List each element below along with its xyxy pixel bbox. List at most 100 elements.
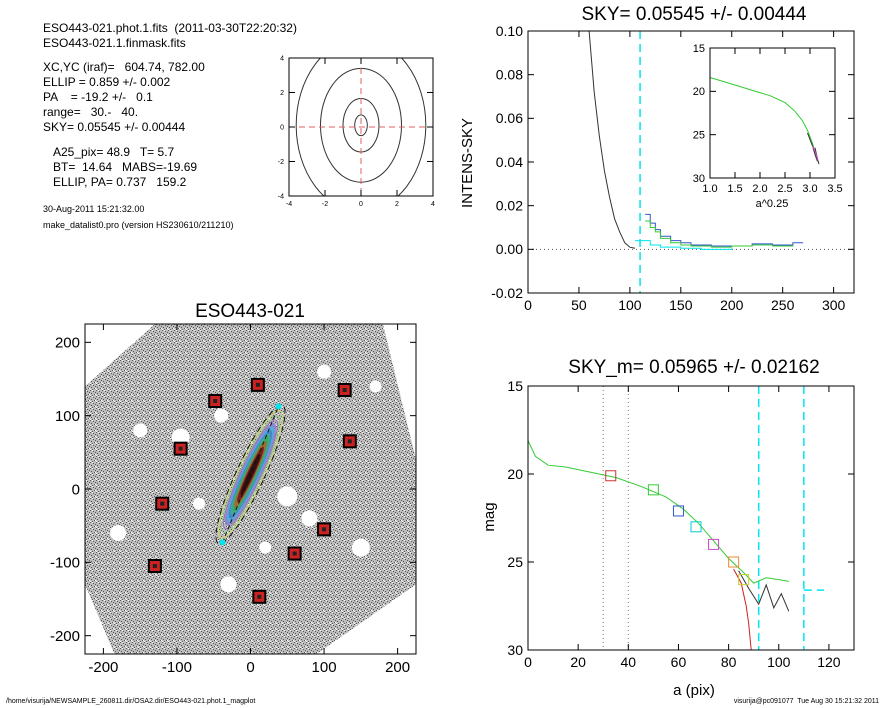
galaxy-xtick-label: -200 bbox=[88, 659, 118, 676]
inset-xtick-label: 1.5 bbox=[727, 183, 742, 195]
profile-xtick-label: 200 bbox=[720, 297, 744, 313]
galaxy-ticks: -200 -100 0 100 200 -200 -100 0 100 200 bbox=[50, 324, 416, 676]
mag-xtick-label: 60 bbox=[671, 654, 687, 670]
contour-line bbox=[320, 67, 402, 183]
axis-end-marker bbox=[219, 539, 226, 546]
contour-lines bbox=[295, 58, 427, 196]
masked-hole bbox=[259, 541, 272, 554]
galaxy-ytick-label: 200 bbox=[55, 335, 80, 352]
contour-line bbox=[295, 58, 427, 196]
galaxy-ytick-label: -100 bbox=[50, 555, 80, 572]
profile-xtick-label: 50 bbox=[571, 297, 587, 313]
profile-xtick-label: 150 bbox=[669, 297, 693, 313]
contour-plot: -4 -2 0 2 4 -4 -2 0 2 4 bbox=[278, 55, 435, 208]
footer-user: visurija@pc091077 Tue Aug 30 15:21:32 20… bbox=[733, 698, 879, 705]
bt-value: BT= 14.64 MABS=-19.69 bbox=[53, 160, 198, 174]
profile-curve bbox=[588, 30, 636, 249]
profile-title: SKY= 0.05545 +/- 0.00444 bbox=[581, 4, 806, 25]
galaxy-xtick-label: 0 bbox=[246, 659, 254, 676]
mag-curve-black bbox=[738, 570, 790, 612]
star-core bbox=[322, 527, 327, 532]
galaxy-xtick-label: 100 bbox=[312, 659, 337, 676]
inset-ticks: 1.0 1.5 2.0 2.5 3.0 3.5 15 20 25 30 bbox=[693, 43, 843, 195]
axis-end-marker bbox=[275, 403, 282, 410]
contour-ellipses bbox=[295, 58, 427, 196]
contour-xtick-label: -4 bbox=[286, 201, 292, 208]
galaxy-field bbox=[85, 324, 416, 654]
masked-hole bbox=[214, 408, 229, 423]
mag-xtick-label: 120 bbox=[817, 654, 841, 670]
mag-curve-green bbox=[527, 440, 789, 584]
a25-value: A25_pix= 48.9 T= 5.7 bbox=[53, 145, 175, 159]
inset-xtick-label: 3.5 bbox=[827, 183, 842, 195]
program-version: make_datalist0.pro (version HS230610/211… bbox=[43, 220, 234, 230]
masked-hole bbox=[301, 510, 318, 527]
profile-ytick-label: 0.00 bbox=[496, 241, 523, 257]
isophote-ellipse bbox=[223, 419, 278, 530]
mag-marker-cyan bbox=[690, 521, 702, 533]
masked-hole bbox=[133, 423, 148, 438]
inset-plot: 1.0 1.5 2.0 2.5 3.0 3.5 15 20 25 30 a^0.25 bbox=[693, 43, 843, 210]
galaxy-xtick-label: -100 bbox=[162, 659, 192, 676]
contour-ytick-label: -4 bbox=[278, 193, 284, 200]
inset-magenta-tail bbox=[812, 145, 819, 161]
star-core bbox=[292, 551, 297, 556]
masked-hole bbox=[110, 525, 127, 541]
ellip-value: ELLIP = 0.859 +/- 0.002 bbox=[43, 75, 171, 89]
contour-ytick-label: 4 bbox=[280, 55, 284, 62]
mag-ticks: 0 20 40 60 80 100 120 15 20 25 30 bbox=[507, 378, 854, 670]
mag-xtick-label: 40 bbox=[621, 654, 637, 670]
profile-ytick-label: 0.06 bbox=[496, 110, 523, 126]
mag-xlabel: a (pix) bbox=[673, 682, 715, 699]
contour-ytick-label: -2 bbox=[278, 159, 284, 166]
galaxy-ytick-label: 100 bbox=[55, 408, 80, 425]
star-core bbox=[213, 399, 218, 403]
mag-frame bbox=[527, 385, 855, 651]
inset-xlabel: a^0.25 bbox=[756, 198, 789, 210]
masked-hole bbox=[351, 538, 370, 557]
star-core bbox=[255, 382, 260, 387]
mag-marker-yellow bbox=[738, 574, 750, 586]
mag-xtick-label: 80 bbox=[721, 654, 737, 670]
mag-xtick-label: 100 bbox=[767, 654, 791, 670]
mag-ytick-label: 20 bbox=[507, 466, 523, 482]
masked-hole bbox=[369, 380, 382, 393]
inset-ytick-label: 30 bbox=[693, 173, 705, 185]
mag-title: SKY_m= 0.05965 +/- 0.02162 bbox=[568, 357, 819, 378]
xcyc-value: XC,YC (iraf)= 604.74, 782.00 bbox=[43, 60, 205, 74]
inset-xtick-label: 2.0 bbox=[752, 183, 767, 195]
mag-marker-orange bbox=[728, 556, 740, 568]
profile-ylabel: INTENS-SKY bbox=[459, 118, 476, 208]
isophote-ellipse bbox=[218, 410, 283, 539]
profile-lines bbox=[528, 30, 854, 293]
magnitude-plot: SKY_m= 0.05965 +/- 0.02162 mag a (pix) 0… bbox=[481, 357, 855, 699]
inset-xtick-label: 2.5 bbox=[777, 183, 792, 195]
step-green bbox=[645, 220, 794, 248]
inset-ytick-label: 15 bbox=[693, 43, 705, 55]
profile-xtick-label: 250 bbox=[771, 297, 795, 313]
star-core bbox=[152, 564, 157, 568]
inset-xtick-label: 1.0 bbox=[702, 183, 717, 195]
major-axis-line bbox=[222, 406, 279, 543]
mag-ytick-label: 25 bbox=[507, 554, 523, 570]
profile-ytick-label: -0.02 bbox=[491, 285, 523, 301]
contour-ytick-label: 2 bbox=[280, 90, 284, 97]
inset-black-curve bbox=[807, 132, 818, 162]
pa-value: PA = -19.2 +/- 0.1 bbox=[43, 90, 153, 104]
masked-hole bbox=[277, 486, 298, 507]
inset-green-curve bbox=[709, 77, 818, 160]
profile-ticks: 0 50 100 150 200 250 300 -0.02 0.00 0.02 0.04 0.06 0… bbox=[491, 23, 854, 313]
isophote-ellipse bbox=[221, 415, 280, 534]
mag-ytick-label: 15 bbox=[507, 378, 523, 394]
contour-xtick-label: 4 bbox=[431, 201, 435, 208]
footer-path: /home/visurija/NEWSAMPLE_260811.dir/OSA2… bbox=[6, 698, 256, 705]
mag-xtick-label: 0 bbox=[524, 654, 532, 670]
range-value: range= 30.- 40. bbox=[43, 105, 139, 119]
sky-value: SKY= 0.05545 +/- 0.00444 bbox=[43, 120, 186, 134]
contour-xtick-label: 0 bbox=[359, 201, 363, 208]
profile-ytick-label: 0.04 bbox=[496, 154, 523, 170]
masked-hole bbox=[220, 576, 237, 593]
profile-xtick-label: 300 bbox=[822, 297, 846, 313]
inset-ytick-label: 20 bbox=[693, 86, 705, 98]
